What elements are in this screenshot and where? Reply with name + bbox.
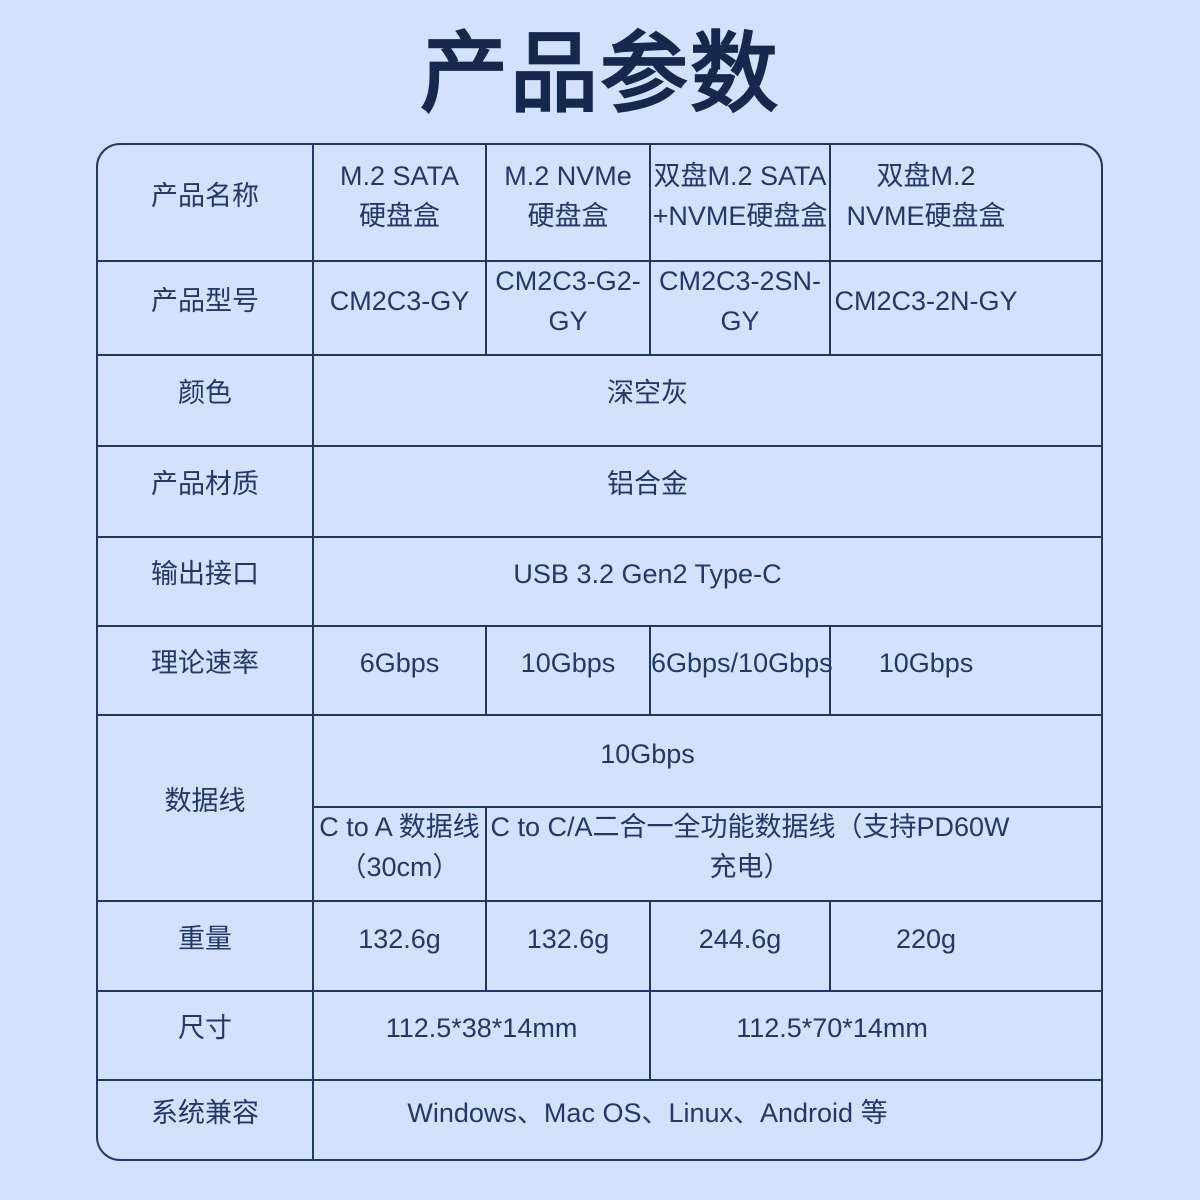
table-cell: 132.6g — [313, 900, 487, 992]
table-cell: 6Gbps — [313, 625, 487, 716]
table-row-data-cable-detail: C to A 数据线 （30cm） C to C/A二合一全功能数据线（支持PD… — [98, 806, 1101, 902]
table-cell-cable-c-to-a: C to A 数据线 （30cm） — [313, 806, 487, 902]
table-cell-output-interface-value: USB 3.2 Gen2 Type-C — [313, 536, 1101, 627]
table-cell-dimensions-single: 112.5*38*14mm — [313, 990, 651, 1081]
table-cell-color-value: 深空灰 — [313, 354, 1101, 447]
table-cell: CM2C3-2SN-GY — [650, 261, 831, 356]
table-cell: 双盘M.2 NVME硬盘盒 — [830, 145, 1101, 262]
row-label-data-cable: 数据线 — [98, 714, 314, 902]
table-cell-cable-speed: 10Gbps — [313, 714, 1101, 808]
table-row-product-name: 产品名称 M.2 SATA 硬盘盒 M.2 NVMe 硬盘盒 双盘M.2 SAT… — [98, 145, 1101, 262]
table-row-system-compatibility: 系统兼容 Windows、Mac OS、Linux、Android 等 — [98, 1079, 1101, 1159]
table-cell: M.2 SATA 硬盘盒 — [313, 145, 487, 262]
table-cell: M.2 NVMe 硬盘盒 — [486, 145, 651, 262]
spec-table: 产品名称 M.2 SATA 硬盘盒 M.2 NVMe 硬盘盒 双盘M.2 SAT… — [98, 145, 1101, 1159]
row-label-weight: 重量 — [98, 900, 314, 992]
row-label-product-name: 产品名称 — [98, 145, 314, 262]
table-cell: 10Gbps — [486, 625, 651, 716]
table-cell-material-value: 铝合金 — [313, 445, 1101, 538]
row-label-material: 产品材质 — [98, 445, 314, 538]
row-label-color: 颜色 — [98, 354, 314, 447]
table-row-weight: 重量 132.6g 132.6g 244.6g 220g — [98, 900, 1101, 992]
table-cell-dimensions-dual: 112.5*70*14mm — [650, 990, 1101, 1081]
table-row-output-interface: 输出接口 USB 3.2 Gen2 Type-C — [98, 536, 1101, 627]
table-row-model-number: 产品型号 CM2C3-GY CM2C3-G2-GY CM2C3-2SN-GY C… — [98, 261, 1101, 356]
page-title: 产品参数 — [419, 24, 780, 123]
row-label-model-number: 产品型号 — [98, 261, 314, 356]
table-cell: 244.6g — [650, 900, 831, 992]
table-row-material: 产品材质 铝合金 — [98, 445, 1101, 538]
table-cell: 双盘M.2 SATA +NVME硬盘盒 — [650, 145, 831, 262]
table-cell-cable-c-to-ca: C to C/A二合一全功能数据线（支持PD60W充电） — [486, 806, 1101, 902]
table-row-data-cable: 数据线 10Gbps — [98, 714, 1101, 902]
table-cell: 220g — [830, 900, 1101, 992]
table-cell: 10Gbps — [830, 625, 1101, 716]
row-label-system-compatibility: 系统兼容 — [98, 1079, 314, 1159]
spec-table-container: 产品名称 M.2 SATA 硬盘盒 M.2 NVMe 硬盘盒 双盘M.2 SAT… — [96, 143, 1103, 1161]
table-cell: CM2C3-G2-GY — [486, 261, 651, 356]
row-label-dimensions: 尺寸 — [98, 990, 314, 1081]
table-row-theoretical-speed: 理论速率 6Gbps 10Gbps 6Gbps/10Gbps 10Gbps — [98, 625, 1101, 716]
row-label-theoretical-speed: 理论速率 — [98, 625, 314, 716]
table-cell: 132.6g — [486, 900, 651, 992]
table-cell: 6Gbps/10Gbps — [650, 625, 833, 716]
row-label-output-interface: 输出接口 — [98, 536, 314, 627]
table-cell-system-compatibility-value: Windows、Mac OS、Linux、Android 等 — [407, 1097, 888, 1128]
table-cell: CM2C3-2N-GY — [830, 261, 1101, 356]
table-cell: CM2C3-GY — [313, 261, 487, 356]
table-row-dimensions: 尺寸 112.5*38*14mm 112.5*70*14mm — [98, 990, 1101, 1081]
table-row-color: 颜色 深空灰 — [98, 354, 1101, 447]
